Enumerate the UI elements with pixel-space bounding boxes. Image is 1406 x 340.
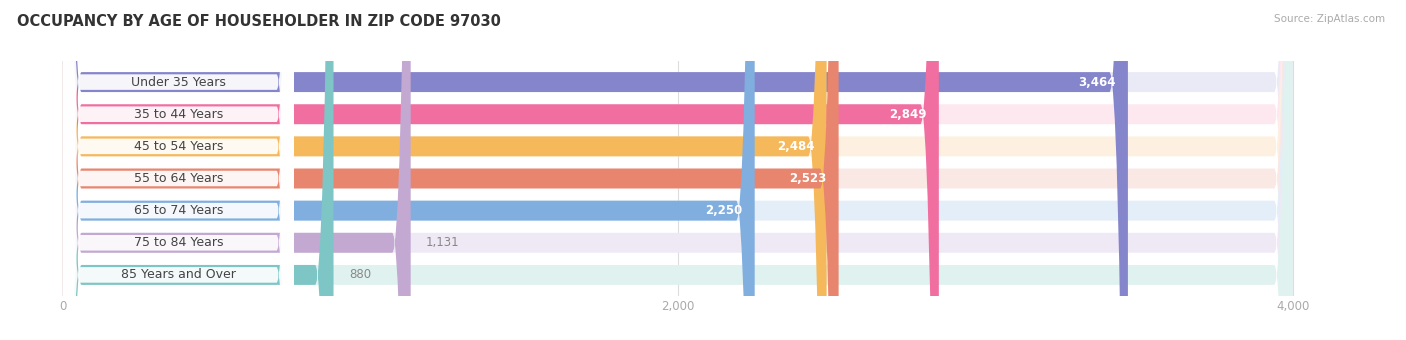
Text: 880: 880 bbox=[349, 268, 371, 282]
Text: 85 Years and Over: 85 Years and Over bbox=[121, 268, 236, 282]
FancyBboxPatch shape bbox=[63, 0, 411, 340]
Text: 45 to 54 Years: 45 to 54 Years bbox=[134, 140, 224, 153]
FancyBboxPatch shape bbox=[63, 0, 827, 340]
Text: 2,849: 2,849 bbox=[889, 108, 927, 121]
FancyBboxPatch shape bbox=[63, 0, 294, 340]
FancyBboxPatch shape bbox=[63, 0, 939, 340]
FancyBboxPatch shape bbox=[63, 0, 755, 340]
Text: 2,484: 2,484 bbox=[778, 140, 814, 153]
FancyBboxPatch shape bbox=[63, 0, 294, 340]
FancyBboxPatch shape bbox=[63, 0, 1292, 340]
FancyBboxPatch shape bbox=[63, 0, 838, 340]
Text: 1,131: 1,131 bbox=[426, 236, 460, 249]
FancyBboxPatch shape bbox=[63, 0, 294, 340]
FancyBboxPatch shape bbox=[63, 0, 294, 340]
FancyBboxPatch shape bbox=[63, 0, 294, 340]
FancyBboxPatch shape bbox=[63, 0, 1292, 340]
Text: 3,464: 3,464 bbox=[1078, 75, 1115, 89]
FancyBboxPatch shape bbox=[63, 0, 333, 340]
Text: 2,250: 2,250 bbox=[706, 204, 742, 217]
Text: Source: ZipAtlas.com: Source: ZipAtlas.com bbox=[1274, 14, 1385, 23]
FancyBboxPatch shape bbox=[63, 0, 294, 340]
Text: 35 to 44 Years: 35 to 44 Years bbox=[134, 108, 224, 121]
Text: 55 to 64 Years: 55 to 64 Years bbox=[134, 172, 224, 185]
FancyBboxPatch shape bbox=[63, 0, 1292, 340]
FancyBboxPatch shape bbox=[63, 0, 1292, 340]
FancyBboxPatch shape bbox=[63, 0, 1292, 340]
FancyBboxPatch shape bbox=[63, 0, 1292, 340]
Text: OCCUPANCY BY AGE OF HOUSEHOLDER IN ZIP CODE 97030: OCCUPANCY BY AGE OF HOUSEHOLDER IN ZIP C… bbox=[17, 14, 501, 29]
FancyBboxPatch shape bbox=[63, 0, 294, 340]
FancyBboxPatch shape bbox=[63, 0, 1128, 340]
Text: 65 to 74 Years: 65 to 74 Years bbox=[134, 204, 224, 217]
Text: 75 to 84 Years: 75 to 84 Years bbox=[134, 236, 224, 249]
Text: 2,523: 2,523 bbox=[789, 172, 827, 185]
Text: Under 35 Years: Under 35 Years bbox=[131, 75, 226, 89]
FancyBboxPatch shape bbox=[63, 0, 1292, 340]
